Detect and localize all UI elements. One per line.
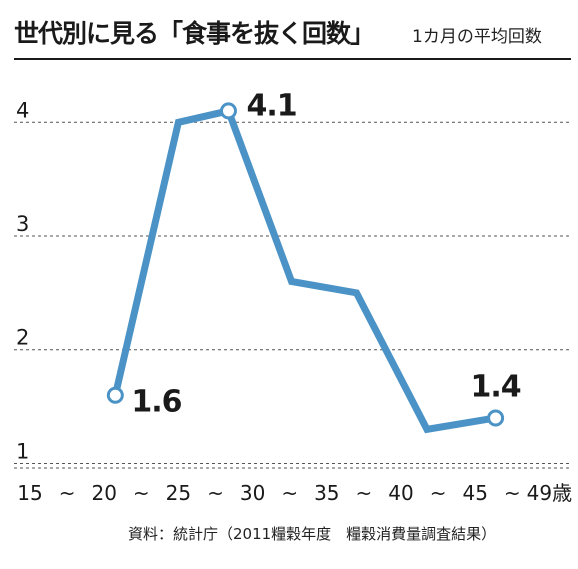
chart-subtitle: 1カ月の平均回数 xyxy=(412,27,542,47)
source-note: 資料：統計庁（2011糧穀年度 糧穀消費量調査結果） xyxy=(128,525,497,543)
data-label-2: 4.1 xyxy=(246,88,296,123)
x-tick-label-12: 45 xyxy=(462,481,487,505)
x-tick-label-7: ~ xyxy=(281,481,298,505)
y-tick-label-1: 1 xyxy=(16,439,29,463)
data-point-marker-0 xyxy=(106,386,124,404)
x-tick-label-2: 20 xyxy=(91,481,116,505)
data-point-marker-6 xyxy=(487,409,505,427)
x-tick-label-10: 40 xyxy=(388,481,413,505)
data-point-marker-2 xyxy=(219,102,237,120)
x-tick-label-8: 35 xyxy=(314,481,339,505)
chart-title: 世代別に見る「食事を抜く回数」 xyxy=(14,19,375,48)
x-tick-label-5: ~ xyxy=(207,481,224,505)
data-label-0: 1.6 xyxy=(131,385,181,420)
title-row: 世代別に見る「食事を抜く回数」 1カ月の平均回数 xyxy=(14,14,574,54)
x-tick-label-0: 15 xyxy=(17,481,42,505)
data-label-6: 1.4 xyxy=(471,369,521,404)
y-tick-label-3: 3 xyxy=(16,212,29,236)
x-tick-label-1: ~ xyxy=(59,481,76,505)
x-tick-label-6: 30 xyxy=(240,481,265,505)
x-tick-label-4: 25 xyxy=(166,481,191,505)
x-tick-label-9: ~ xyxy=(356,481,373,505)
x-tick-label-3: ~ xyxy=(133,481,150,505)
x-tick-label-11: ~ xyxy=(430,481,447,505)
title-divider xyxy=(14,58,571,60)
y-tick-label-2: 2 xyxy=(16,326,29,350)
x-tick-label-14: 49歳 xyxy=(527,481,572,505)
x-tick-label-13: ~ xyxy=(504,481,521,505)
series-line xyxy=(111,106,497,434)
y-tick-label-4: 4 xyxy=(16,98,29,122)
